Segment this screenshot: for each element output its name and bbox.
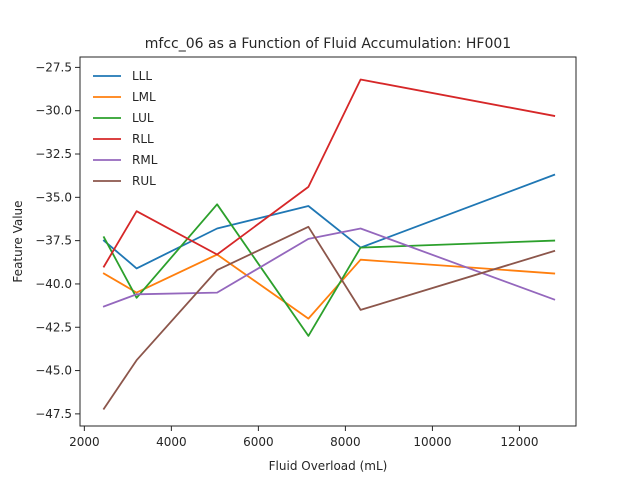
- y-tick-label: −42.5: [35, 320, 72, 334]
- y-tick-label: −37.5: [35, 234, 72, 248]
- y-tick-label: −32.5: [35, 147, 72, 161]
- chart-title: mfcc_06 as a Function of Fluid Accumulat…: [145, 36, 511, 52]
- series-line-rul: [102, 225, 556, 410]
- x-axis-label: Fluid Overload (mL): [269, 459, 388, 473]
- y-tick-label: −30.0: [35, 104, 72, 118]
- plot-area: [80, 57, 576, 426]
- legend-label-rll: RLL: [132, 132, 154, 146]
- series-layer: [102, 78, 556, 410]
- series-line-lll: [102, 173, 556, 270]
- y-tick-label: −40.0: [35, 277, 72, 291]
- x-tick-label: 2000: [69, 435, 100, 449]
- y-tick-label: −47.5: [35, 407, 72, 421]
- x-tick-label: 10000: [413, 435, 451, 449]
- x-tick-label: 12000: [500, 435, 538, 449]
- series-line-rml: [102, 227, 556, 308]
- y-tick-label: −45.0: [35, 364, 72, 378]
- x-tick-label: 6000: [243, 435, 274, 449]
- x-axis: 2000 4000 6000 8000 10000 12000: [69, 426, 539, 449]
- legend-label-rul: RUL: [132, 174, 156, 188]
- legend-label-lml: LML: [132, 90, 156, 104]
- legend-label-lul: LUL: [132, 111, 154, 125]
- legend-label-lll: LLL: [132, 69, 152, 83]
- x-tick-label: 4000: [156, 435, 187, 449]
- y-tick-label: −35.0: [35, 190, 72, 204]
- x-tick-label: 8000: [330, 435, 361, 449]
- legend-label-rml: RML: [132, 153, 158, 167]
- plot-frame: [79, 56, 577, 427]
- y-axis-label: Feature Value: [11, 200, 25, 282]
- series-line-rll: [102, 78, 556, 268]
- series-line-lul: [102, 203, 556, 337]
- y-axis: −47.5 −45.0 −42.5 −40.0 −37.5 −35.0 −32.5 −30.0…: [35, 60, 80, 421]
- y-tick-label: −27.5: [35, 60, 72, 74]
- legend: LLL LML LUL RLL RML RUL: [93, 69, 158, 188]
